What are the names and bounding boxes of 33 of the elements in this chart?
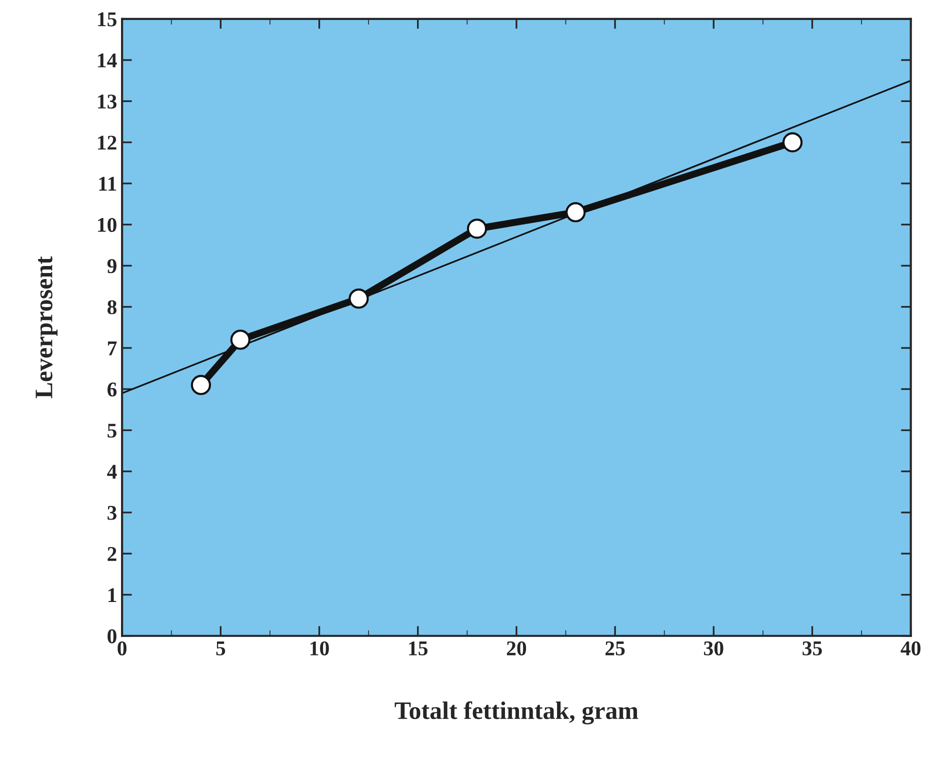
y-tick-label: 13 <box>98 94 116 109</box>
x-tick-label: 30 <box>704 641 724 656</box>
point <box>190 374 212 396</box>
x-tick-label: 5 <box>216 642 226 656</box>
y-tick-label: 6 <box>108 382 117 397</box>
y-tick-label: 12 <box>98 136 116 150</box>
y-tick-label: 9 <box>107 259 116 274</box>
x-tick-label: 0 <box>118 641 126 656</box>
x-tick-label: 15 <box>409 641 428 656</box>
x-tick-label: 20 <box>506 641 526 656</box>
y-tick-label: 1 <box>108 588 116 602</box>
y-tick-label: 10 <box>98 218 116 232</box>
y-tick-label: 14 <box>98 54 117 68</box>
x-tick-label: 35 <box>802 641 822 656</box>
point <box>230 330 250 350</box>
y-tick-label: 11 <box>99 176 116 191</box>
y-tick-label: 0 <box>108 629 116 644</box>
y-tick-label: 8 <box>107 300 117 314</box>
x-tick-label: 10 <box>310 641 329 656</box>
point <box>566 202 586 222</box>
y-tick-label: 4 <box>107 464 117 479</box>
y-tick-label: 7 <box>108 342 117 356</box>
x-tick-label: 40 <box>900 641 920 656</box>
point <box>782 132 803 152</box>
point <box>348 288 369 309</box>
y-axis-title: Leverprosent <box>36 256 58 398</box>
y-tick-label: 2 <box>108 547 116 561</box>
point <box>466 218 488 239</box>
y-tick-label: 5 <box>108 424 116 438</box>
y-tick-label: 3 <box>108 506 116 520</box>
x-tick-label: 25 <box>606 641 625 656</box>
x-axis-title: Totalt fettinntak, gram <box>394 701 638 724</box>
y-tick-label: 15 <box>98 12 116 26</box>
